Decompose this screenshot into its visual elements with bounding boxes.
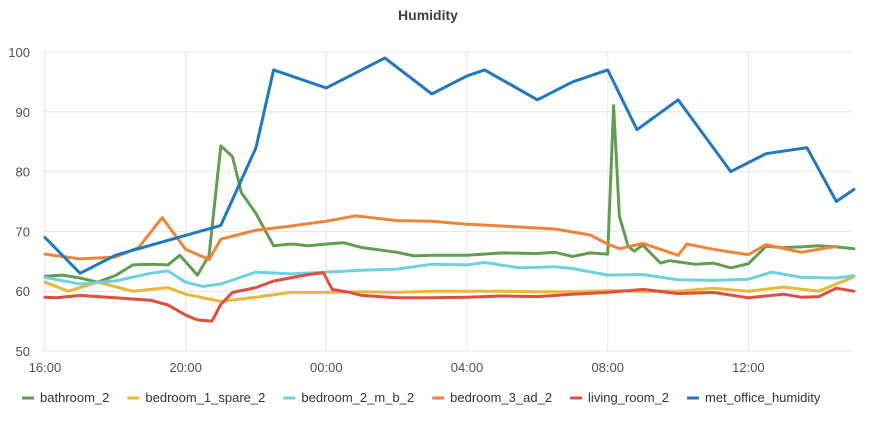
y-tick-label: 90 [16,105,30,120]
chart-title: Humidity [398,7,458,23]
legend-item-bathroom_2[interactable]: bathroom_2 [22,390,109,405]
x-tick-label: 00:00 [310,360,343,375]
series-line-bedroom_1_spare_2 [43,275,856,303]
legend-label: bathroom_2 [40,390,109,405]
legend-label: bedroom_1_spare_2 [145,390,265,405]
series-line-bedroom_3_ad_2 [43,214,838,261]
y-tick-label: 70 [16,224,30,239]
series-layer [43,56,856,323]
x-tick-label: 20:00 [169,360,202,375]
series-line-living_room_2 [43,271,856,323]
legend-item-bedroom_3_ad_2[interactable]: bedroom_3_ad_2 [432,390,552,405]
y-tick-label: 100 [8,45,30,60]
legend-item-bedroom_1_spare_2[interactable]: bedroom_1_spare_2 [127,390,265,405]
x-tick-label: 08:00 [591,360,624,375]
legend-item-bedroom_2_m_b_2[interactable]: bedroom_2_m_b_2 [283,390,414,405]
y-tick-label: 60 [16,284,30,299]
legend-label: met_office_humidity [705,390,821,405]
series-line-bedroom_2_m_b_2 [43,261,856,288]
series-line-bathroom_2 [43,104,856,284]
legend-label: bedroom_3_ad_2 [450,390,552,405]
grid-layer [42,51,851,352]
series-line-met_office_humidity [43,56,856,275]
legend-label: living_room_2 [588,390,669,405]
legend: bathroom_2 bedroom_1_spare_2 bedroom_2_m_b… [22,390,821,405]
legend-label: bedroom_2_m_b_2 [301,390,414,405]
x-tick-label: 12:00 [732,360,765,375]
legend-item-living_room_2[interactable]: living_room_2 [570,390,669,405]
axis-layer: 50 60 70 80 90 100 16:00 20:00 00:00 04:00 08:00 12… [8,45,764,375]
x-tick-label: 04:00 [451,360,484,375]
y-tick-label: 50 [16,344,30,359]
x-tick-label: 16:00 [29,360,62,375]
y-tick-label: 80 [16,165,30,180]
legend-item-met_office_humidity[interactable]: met_office_humidity [686,390,821,405]
